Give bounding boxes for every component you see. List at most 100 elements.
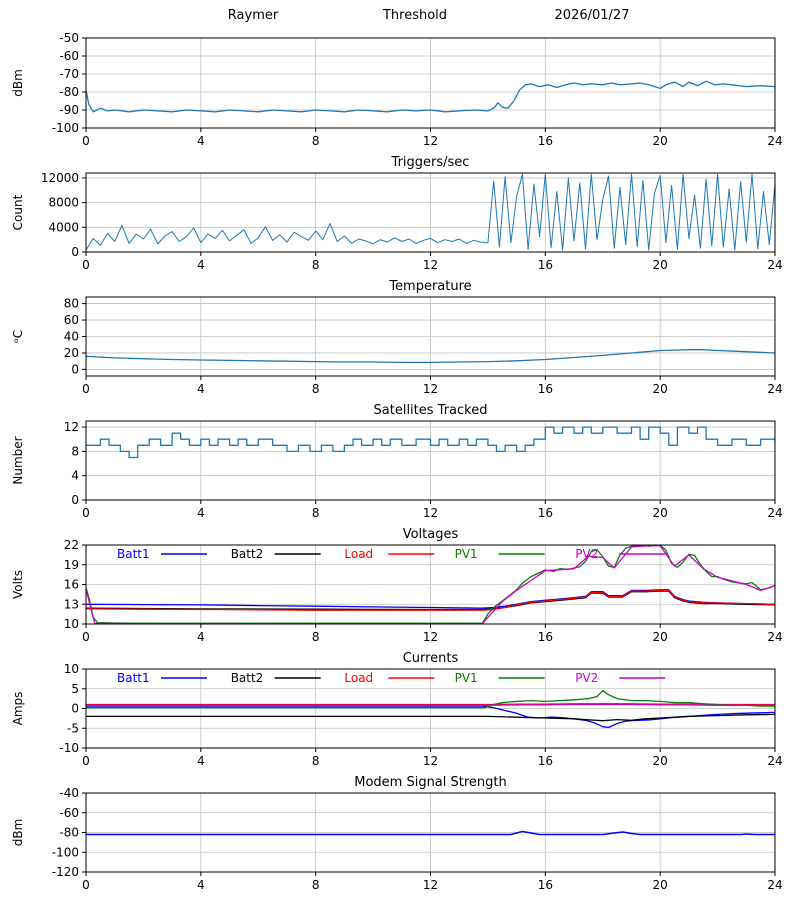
legend-label-batt1: Batt1 bbox=[117, 671, 150, 685]
chart-voltages: 0 4 8 12 16 20 24 10 13 16 19 22 Voltages Volts Batt1 B… bbox=[0, 524, 800, 648]
x-tick-label: 0 bbox=[82, 506, 90, 520]
series-line-temperature bbox=[86, 349, 775, 364]
x-tick-label: 8 bbox=[312, 506, 320, 520]
grid bbox=[85, 421, 776, 501]
y-axis-label: Volts bbox=[11, 570, 25, 599]
legend-label-pv2: PV2 bbox=[575, 547, 598, 561]
y-tick-label: -120 bbox=[52, 865, 79, 879]
x-tick-label: 4 bbox=[197, 258, 205, 272]
x-tick-label: 12 bbox=[423, 754, 438, 768]
chart-svg-voltages: 0 4 8 12 16 20 24 10 13 16 19 22 Voltages Volts Batt1 B… bbox=[11, 527, 783, 644]
chart-title: Voltages bbox=[403, 527, 459, 542]
series-line-batt2 bbox=[86, 590, 775, 611]
chart-triggers-per-sec: 0 4 8 12 16 20 24 0 4000 8000 12000 Triggers/sec Cou… bbox=[0, 152, 800, 276]
axis-labels: 0 4 8 12 16 20 24 -120 -100 -80 -60 -40 Modem Signal… bbox=[11, 775, 783, 892]
x-tick-label: 20 bbox=[653, 258, 668, 272]
y-tick-label: -100 bbox=[52, 121, 79, 135]
legend-label-batt2: Batt2 bbox=[231, 671, 264, 685]
y-tick-label: 19 bbox=[64, 558, 79, 572]
legend-label-batt2: Batt2 bbox=[231, 547, 264, 561]
x-tick-label: 20 bbox=[653, 134, 668, 148]
x-tick-label: 4 bbox=[197, 134, 205, 148]
x-tick-label: 8 bbox=[312, 878, 320, 892]
legend-label-batt1: Batt1 bbox=[117, 547, 150, 561]
series-group bbox=[86, 690, 775, 729]
x-tick-label: 8 bbox=[312, 630, 320, 644]
y-tick-label: -50 bbox=[59, 31, 79, 45]
x-tick-label: 24 bbox=[767, 258, 782, 272]
y-tick-label: -80 bbox=[59, 85, 79, 99]
chart-svg-triggers: 0 4 8 12 16 20 24 0 4000 8000 12000 Triggers/sec Cou… bbox=[11, 155, 783, 272]
chart-modem-signal-strength: 0 4 8 12 16 20 24 -120 -100 -80 -60 -40 Modem Signal… bbox=[0, 772, 800, 896]
x-tick-label: 4 bbox=[197, 754, 205, 768]
chart-title: Currents bbox=[403, 651, 459, 666]
x-tick-label: 16 bbox=[538, 134, 553, 148]
x-tick-label: 8 bbox=[312, 382, 320, 396]
x-tick-label: 0 bbox=[82, 630, 90, 644]
x-tick-label: 20 bbox=[653, 506, 668, 520]
y-axis-label: dBm bbox=[11, 69, 25, 97]
y-tick-label: 8 bbox=[71, 444, 79, 458]
x-tick-label: 24 bbox=[767, 630, 782, 644]
legend-label-pv1: PV1 bbox=[455, 671, 478, 685]
series-line-satellites bbox=[86, 426, 775, 459]
y-tick-label: 8000 bbox=[48, 196, 79, 210]
x-tick-label: 0 bbox=[82, 134, 90, 148]
y-tick-label: -5 bbox=[67, 721, 79, 735]
x-tick-label: 16 bbox=[538, 258, 553, 272]
series-line-threshold bbox=[86, 80, 775, 113]
x-tick-label: 0 bbox=[82, 382, 90, 396]
series-line-load bbox=[86, 589, 775, 611]
y-tick-label: 60 bbox=[64, 313, 79, 327]
x-tick-label: 24 bbox=[767, 134, 782, 148]
y-tick-label: -70 bbox=[59, 67, 79, 81]
x-tick-label: 16 bbox=[538, 506, 553, 520]
y-tick-label: -80 bbox=[59, 826, 79, 840]
x-tick-label: 24 bbox=[767, 878, 782, 892]
axis-labels: 0 4 8 12 16 20 24 -100 -90 -80 -70 -60 -50 dBm bbox=[11, 31, 783, 148]
y-tick-label: -60 bbox=[59, 49, 79, 63]
series-group bbox=[86, 426, 775, 459]
y-tick-label: 4000 bbox=[48, 220, 79, 234]
axis-labels: 0 4 8 12 16 20 24 -10 -5 0 5 10 Currents Amps Batt1 Bat… bbox=[11, 651, 783, 768]
axis-labels: 0 4 8 12 16 20 24 0 4 8 12 Satellites Tracked Number bbox=[11, 403, 783, 520]
y-tick-label: 10 bbox=[64, 662, 79, 676]
x-tick-label: 12 bbox=[423, 878, 438, 892]
chart-svg-currents: 0 4 8 12 16 20 24 -10 -5 0 5 10 Currents Amps Batt1 Bat… bbox=[11, 651, 783, 768]
x-tick-label: 20 bbox=[653, 754, 668, 768]
x-tick-label: 20 bbox=[653, 382, 668, 396]
y-axis-label: Count bbox=[11, 194, 25, 230]
x-tick-label: 0 bbox=[82, 258, 90, 272]
chart-svg-temperature: 0 4 8 12 16 20 24 0 20 40 60 80 Temperature ᵒC bbox=[11, 279, 783, 396]
axis-labels: 0 4 8 12 16 20 24 0 20 40 60 80 Temperature ᵒC bbox=[11, 279, 783, 396]
y-tick-label: -10 bbox=[59, 741, 79, 755]
series-group bbox=[86, 830, 775, 836]
chart-svg-modem: 0 4 8 12 16 20 24 -120 -100 -80 -60 -40 Modem Signal… bbox=[11, 775, 783, 892]
series-group bbox=[86, 173, 775, 251]
y-tick-label: -60 bbox=[59, 806, 79, 820]
x-tick-label: 12 bbox=[423, 258, 438, 272]
y-tick-label: 16 bbox=[64, 578, 79, 592]
y-tick-label: 13 bbox=[64, 597, 79, 611]
series-line-triggers bbox=[86, 173, 775, 251]
y-tick-label: -90 bbox=[59, 103, 79, 117]
y-axis-label: ᵒC bbox=[11, 330, 25, 343]
y-tick-label: 0 bbox=[71, 493, 79, 507]
x-tick-label: 12 bbox=[423, 506, 438, 520]
y-tick-label: 80 bbox=[64, 297, 79, 311]
x-tick-label: 12 bbox=[423, 134, 438, 148]
header-row: Raymer Threshold 2026/01/27 bbox=[0, 2, 800, 28]
x-tick-label: 4 bbox=[197, 630, 205, 644]
x-tick-label: 24 bbox=[767, 382, 782, 396]
x-tick-label: 16 bbox=[538, 754, 553, 768]
x-tick-label: 4 bbox=[197, 506, 205, 520]
date-label: 2026/01/27 bbox=[554, 8, 630, 23]
series-line-pv1 bbox=[86, 690, 775, 709]
y-tick-label: 10 bbox=[64, 617, 79, 631]
chart-title: Triggers/sec bbox=[391, 155, 470, 170]
x-tick-label: 24 bbox=[767, 754, 782, 768]
series-line-modem bbox=[86, 830, 775, 836]
x-tick-label: 4 bbox=[197, 878, 205, 892]
chart-currents: 0 4 8 12 16 20 24 -10 -5 0 5 10 Currents Amps Batt1 Bat… bbox=[0, 648, 800, 772]
